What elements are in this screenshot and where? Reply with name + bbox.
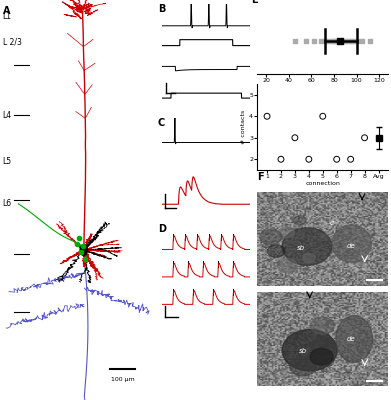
Point (339, 38, 345, 44)
Ellipse shape (282, 228, 332, 265)
Point (303, 38, 309, 44)
Circle shape (80, 245, 88, 255)
Text: L1: L1 (3, 12, 12, 22)
Point (353, 38, 360, 44)
Point (331, 38, 337, 44)
Circle shape (310, 348, 333, 365)
Point (333, 38, 339, 44)
Circle shape (260, 229, 282, 245)
Point (329, 38, 335, 44)
Point (348, 156, 354, 162)
Point (337, 38, 343, 44)
Y-axis label: # contacts: # contacts (241, 110, 246, 144)
X-axis label: Distance from soma (μm): Distance from soma (μm) (283, 84, 363, 90)
Point (317, 38, 324, 44)
Circle shape (311, 337, 336, 355)
Text: de: de (346, 336, 355, 342)
Text: A: A (3, 6, 10, 16)
Text: sb: sb (297, 245, 305, 251)
Text: L6: L6 (3, 199, 12, 208)
Text: L 2/3: L 2/3 (3, 38, 22, 47)
Circle shape (267, 245, 285, 257)
X-axis label: connection: connection (305, 180, 340, 186)
Ellipse shape (336, 316, 373, 362)
Text: E: E (251, 0, 257, 5)
Ellipse shape (282, 330, 337, 371)
Circle shape (290, 356, 317, 376)
Point (278, 156, 284, 162)
Point (348, 38, 354, 44)
Text: F: F (257, 172, 264, 182)
Point (310, 38, 317, 44)
Text: C: C (158, 118, 165, 128)
Circle shape (310, 317, 334, 334)
Point (359, 38, 366, 44)
Text: 100 μm: 100 μm (111, 377, 135, 382)
Text: B: B (158, 4, 165, 14)
Circle shape (293, 216, 306, 225)
Point (264, 113, 270, 120)
Text: de: de (346, 243, 355, 250)
Point (306, 156, 312, 162)
Text: e: e (329, 220, 334, 226)
Point (342, 38, 348, 44)
Text: sb: sb (299, 348, 307, 354)
Circle shape (310, 353, 326, 364)
Point (292, 134, 298, 141)
Point (291, 38, 298, 44)
Point (344, 38, 351, 44)
Text: D: D (158, 224, 166, 234)
Text: L4: L4 (3, 111, 12, 120)
Circle shape (280, 227, 294, 238)
Point (334, 156, 340, 162)
Point (320, 113, 326, 120)
Circle shape (303, 254, 315, 262)
Point (322, 38, 328, 44)
Point (361, 134, 368, 141)
Point (350, 38, 356, 44)
Point (325, 38, 332, 44)
Point (367, 38, 373, 44)
Ellipse shape (332, 225, 371, 262)
Text: L5: L5 (3, 157, 12, 166)
Circle shape (278, 258, 297, 272)
